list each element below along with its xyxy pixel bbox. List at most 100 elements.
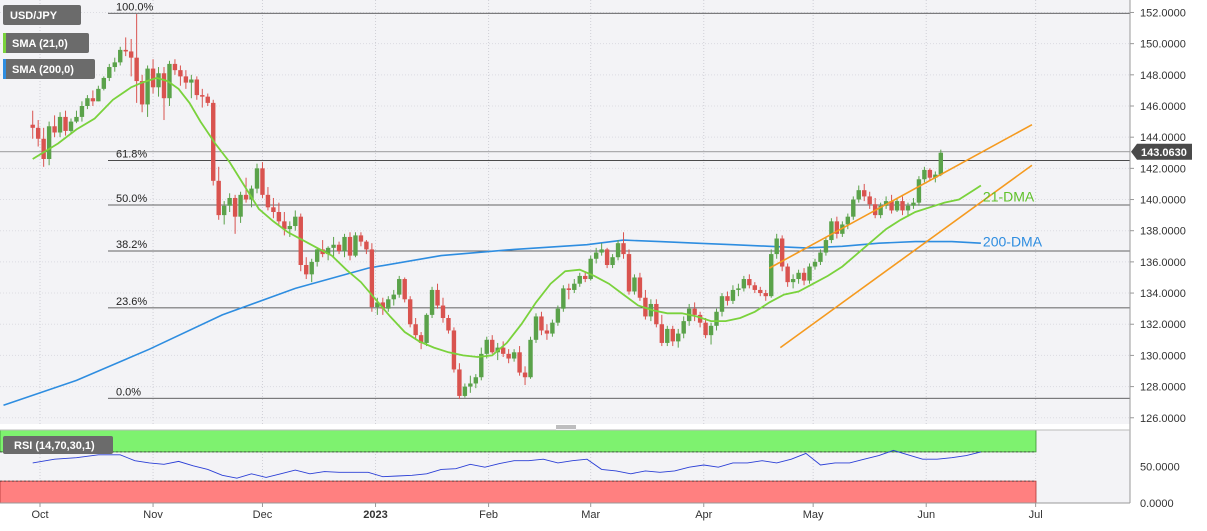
- main-plot-background: [0, 0, 1130, 424]
- candle-body-111: [637, 277, 643, 298]
- candle-body-13: [101, 77, 107, 89]
- candle-body-83: [484, 339, 489, 354]
- candle-23: [156, 67, 161, 97]
- candle-body-7: [68, 121, 74, 131]
- candle-body-25: [167, 63, 172, 99]
- candle-105: [604, 247, 610, 269]
- candle-body-131: [747, 279, 752, 286]
- candle-body-125: [714, 311, 719, 326]
- candle-body-121: [692, 308, 697, 315]
- candle-93: [539, 311, 544, 336]
- candle-body-20: [139, 81, 145, 105]
- candle-28: [183, 70, 189, 89]
- candle-body-124: [708, 325, 714, 336]
- candle-110: [632, 274, 637, 295]
- candle-153: [867, 191, 872, 209]
- candle-124: [708, 322, 714, 345]
- candle-body-52: [314, 249, 320, 262]
- candle-61: [364, 240, 369, 255]
- rsi-tick-label-0: 50.0000: [1140, 462, 1180, 474]
- candle-98: [566, 283, 572, 300]
- candle-100: [577, 272, 582, 287]
- candle-body-69: [407, 299, 413, 325]
- candle-97: [561, 285, 566, 312]
- candle-134: [763, 289, 768, 301]
- candle-body-22: [150, 68, 156, 88]
- candle-body-110: [632, 277, 637, 292]
- candle-body-18: [128, 51, 134, 58]
- candle-162: [916, 176, 922, 206]
- candle-body-74: [435, 289, 440, 306]
- time-tick-label-1: Nov: [143, 509, 163, 521]
- candle-36: [227, 193, 232, 212]
- fib-label-2: 50.0%: [116, 193, 147, 205]
- candle-77: [451, 327, 457, 373]
- candle-138: [785, 263, 790, 287]
- candle-89: [517, 346, 522, 376]
- candle-76: [446, 314, 451, 334]
- candle-body-106: [610, 257, 615, 265]
- candle-65: [386, 296, 391, 312]
- candle-body-37: [232, 197, 238, 217]
- candle-116: [665, 325, 670, 347]
- price-tick-label-8: 136.0000: [1140, 257, 1186, 269]
- candle-81: [473, 374, 479, 389]
- candle-body-71: [418, 335, 424, 343]
- candle-body-135: [769, 254, 774, 297]
- candle-126: [719, 293, 725, 317]
- candle-body-132: [752, 285, 758, 290]
- time-tick-label-7: May: [803, 509, 824, 521]
- candle-body-152: [862, 190, 867, 197]
- candle-34: [216, 166, 221, 220]
- candle-3: [46, 121, 52, 166]
- candle-body-140: [796, 272, 801, 280]
- candle-150: [851, 196, 856, 220]
- candle-38: [238, 191, 243, 223]
- candle-91: [528, 336, 533, 379]
- candle-60: [358, 232, 364, 247]
- candle-body-138: [785, 266, 790, 283]
- candle-body-161: [911, 202, 916, 206]
- candle-body-129: [736, 288, 741, 290]
- candle-body-166: [938, 152, 944, 175]
- legend-symbol-text: USD/JPY: [10, 10, 58, 22]
- time-tick-label-4: Feb: [479, 509, 498, 521]
- candle-58: [347, 232, 353, 261]
- fibonacci-levels: 100.0% 61.8% 50.0% 38.2% 23.6% 0.0%: [0, 1, 1130, 399]
- candle-55: [331, 236, 336, 258]
- candle-body-65: [386, 299, 391, 309]
- candle-body-108: [621, 243, 626, 255]
- sma200-layer: [3, 239, 981, 407]
- candle-17: [123, 37, 128, 57]
- candle-body-139: [790, 279, 796, 283]
- candle-75: [440, 297, 446, 323]
- candle-body-98: [566, 288, 572, 290]
- candle-131: [747, 274, 752, 289]
- candle-body-70: [413, 324, 418, 336]
- candle-88: [511, 349, 517, 362]
- candle-90: [522, 366, 528, 386]
- legend-sma200[interactable]: SMA (200,0): [3, 59, 95, 79]
- candle-145: [823, 236, 829, 256]
- candle-12: [96, 85, 101, 102]
- channel-upper-line: [769, 124, 1033, 269]
- candle-body-107: [615, 243, 621, 258]
- candle-body-160: [905, 205, 911, 211]
- candle-21: [145, 65, 150, 117]
- candle-6: [63, 110, 68, 136]
- pane-splitter-handle[interactable]: [556, 425, 576, 430]
- legend-sma21[interactable]: SMA (21,0): [3, 33, 89, 53]
- candle-body-44: [271, 207, 276, 212]
- candle-body-117: [670, 328, 675, 342]
- candle-104: [599, 243, 604, 256]
- candle-125: [714, 308, 719, 331]
- legend-rsi[interactable]: RSI (14,70,30,1): [3, 436, 113, 454]
- candle-106: [610, 254, 615, 269]
- candle-body-151: [856, 190, 861, 200]
- candle-body-57: [342, 236, 347, 251]
- candle-body-42: [260, 168, 265, 195]
- trend-channel: [769, 124, 1033, 349]
- candle-body-73: [429, 289, 435, 315]
- candle-body-39: [243, 194, 249, 200]
- price-tick-label-10: 132.0000: [1140, 319, 1186, 331]
